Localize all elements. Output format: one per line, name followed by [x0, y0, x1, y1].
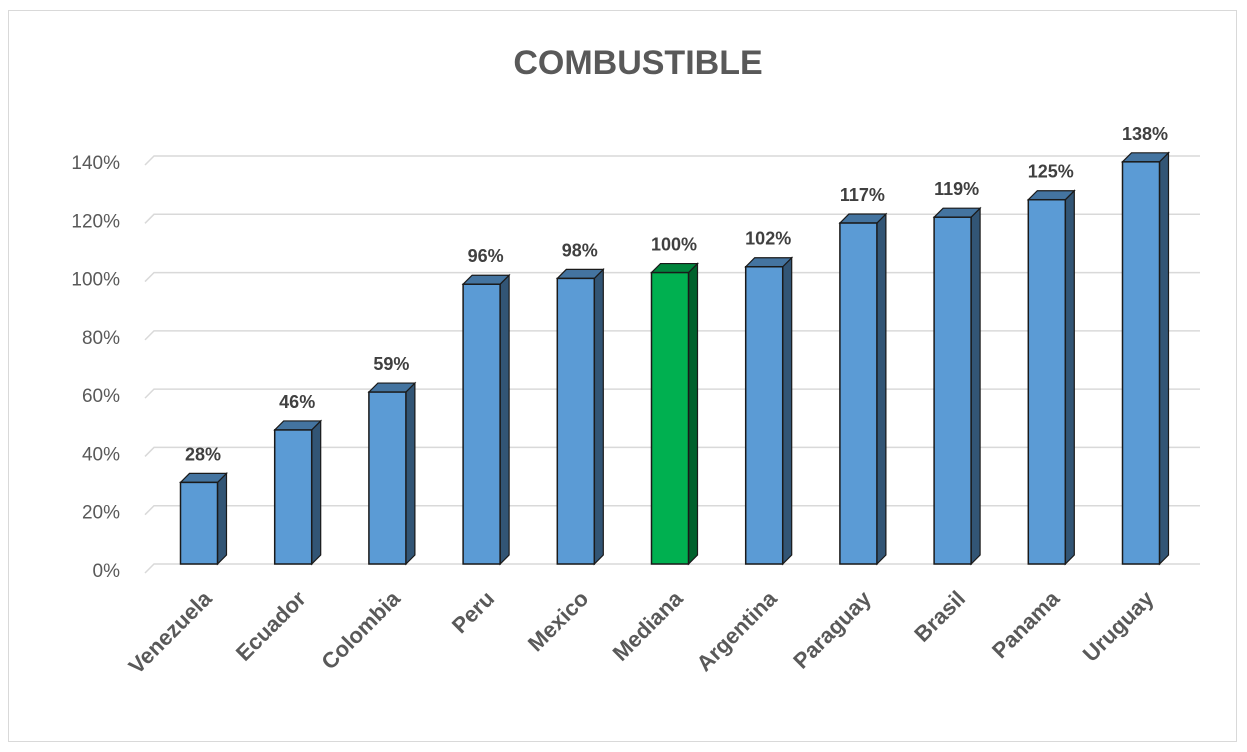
y-tick-label: 20% — [82, 503, 120, 524]
bar-argentina — [744, 256, 794, 566]
y-tick-label: 60% — [82, 386, 120, 407]
bar-colombia — [367, 381, 417, 566]
data-label: 98% — [562, 240, 598, 260]
x-category-label: Mexico — [523, 586, 593, 656]
data-label: 28% — [185, 444, 221, 464]
data-label: 100% — [651, 235, 697, 255]
bar-brasil — [932, 206, 982, 566]
y-tick-label: 120% — [71, 211, 120, 232]
data-label: 119% — [934, 179, 979, 199]
x-category-label: Colombia — [316, 585, 405, 674]
x-category-label: Venezuela — [124, 585, 217, 678]
y-tick-label: 80% — [82, 328, 120, 349]
chart-title: COMBUSTIBLE — [513, 44, 762, 82]
x-category-label: Argentina — [691, 585, 782, 676]
y-tick-label: 140% — [71, 153, 120, 174]
bar-peru — [461, 273, 511, 566]
data-label: 117% — [840, 185, 885, 205]
x-category-label: Ecuador — [231, 586, 311, 666]
data-label: 102% — [745, 229, 791, 249]
y-tick-label: 0% — [93, 561, 121, 582]
bar-paraguay — [838, 212, 888, 566]
y-tick-label: 40% — [82, 444, 120, 465]
x-category-label: Peru — [447, 586, 499, 638]
x-category-label: Paraguay — [788, 585, 876, 673]
bar-venezuela — [179, 471, 228, 566]
y-axis-ticks: 0% 20% 40% 60% 80% 100% 120% 140% — [71, 153, 120, 582]
x-category-label: Mediana — [608, 585, 688, 665]
bars — [179, 151, 1170, 566]
x-category-label: Panama — [987, 585, 1065, 663]
bar-mexico — [555, 267, 605, 566]
data-label: 46% — [279, 392, 315, 412]
bar-ecuador — [273, 419, 323, 566]
x-category-label: Uruguay — [1078, 585, 1159, 666]
y-tick-label: 100% — [71, 270, 120, 291]
bar-panama — [1026, 189, 1076, 566]
x-category-label: Brasil — [909, 586, 970, 647]
data-label: 125% — [1028, 162, 1074, 182]
data-labels: 28% 46% 59% 96% 98% 100% 102% 117% 119% 125% 138% — [185, 124, 1168, 465]
data-label: 96% — [468, 246, 504, 266]
data-label: 59% — [373, 354, 409, 374]
bar-uruguay — [1121, 151, 1170, 566]
gridline — [144, 563, 1200, 574]
bar-mediana — [650, 262, 699, 566]
x-axis-categories: Venezuela Ecuador Colombia Peru Mexico Median… — [124, 585, 1159, 678]
gridline — [144, 155, 1200, 166]
data-label: 138% — [1122, 124, 1168, 144]
